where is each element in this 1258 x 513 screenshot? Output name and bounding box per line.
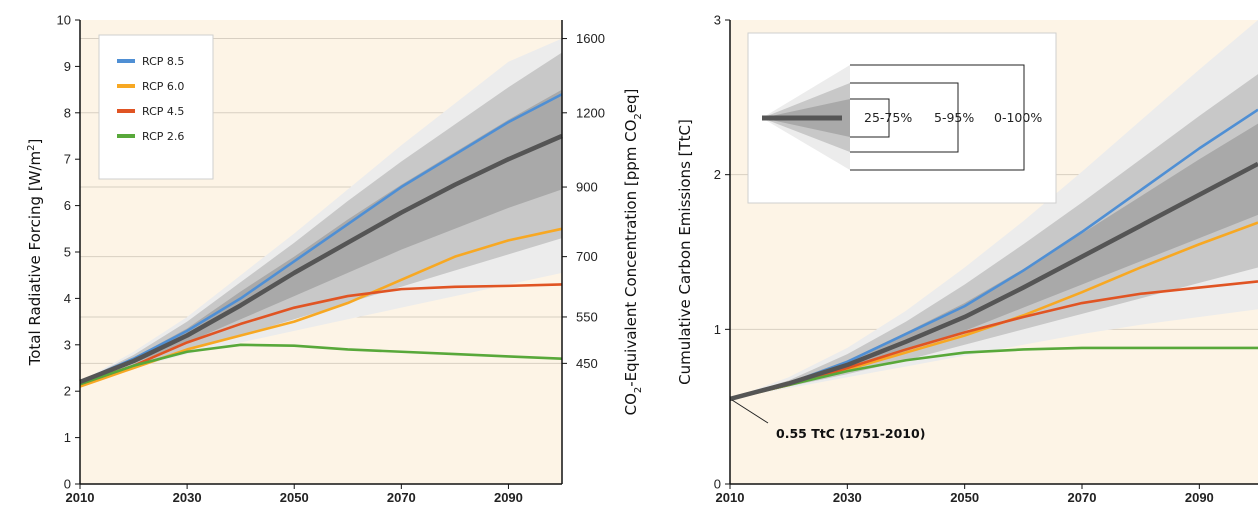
y2-tick-label: 550 <box>576 309 598 324</box>
inset-bracket-5-95 <box>850 82 959 153</box>
inset-bracket-25-75 <box>850 98 890 138</box>
legend-label-rcp60: RCP 6.0 <box>142 80 184 93</box>
x-tick-label: 2030 <box>833 490 862 505</box>
y2-tick-label: 1200 <box>576 105 605 120</box>
y-tick-label: 0 <box>714 477 721 492</box>
emissions-chart-uncertainty-bands <box>730 20 1258 399</box>
y2-tick-label: 900 <box>576 180 598 195</box>
forcing-chart-series <box>79 93 563 388</box>
emissions-y-axis-label: Cumulative Carbon Emissions [TtC] <box>676 119 694 385</box>
x-tick-label: 2030 <box>173 490 202 505</box>
concentration-y-axis-label: CO2-Equivalent Concentration [ppm CO2eq] <box>622 89 644 416</box>
series-line-rcp45 <box>79 283 563 386</box>
y-tick-label: 3 <box>64 337 71 352</box>
y2-tick-label: 700 <box>576 249 598 264</box>
y-tick-label: 9 <box>64 59 71 74</box>
percentile-inset-legend: 25-75% 5-95% 0-100% <box>747 32 1057 204</box>
band-5-95 <box>80 52 562 382</box>
inset-bracket-0-100 <box>850 64 1025 171</box>
y-tick-label: 1 <box>714 322 721 337</box>
series-line-rcp26 <box>79 343 563 386</box>
x-tick-label: 2090 <box>1185 490 1214 505</box>
annotation-leader-line <box>731 399 769 424</box>
median-line <box>79 133 563 385</box>
y-tick-label: 4 <box>64 291 71 306</box>
x-tick-label: 2050 <box>280 490 309 505</box>
x-tick-label: 2070 <box>1068 490 1097 505</box>
inset-label-25-75: 25-75% <box>864 110 912 125</box>
median-line <box>729 161 1258 402</box>
y-tick-label: 5 <box>64 245 71 260</box>
x-tick-label: 2050 <box>950 490 979 505</box>
x-tick-label: 2010 <box>66 490 95 505</box>
x-tick-label: 2010 <box>716 490 745 505</box>
legend-label-rcp45: RCP 4.5 <box>142 105 184 118</box>
band-0-100 <box>80 38 562 382</box>
y-tick-label: 1 <box>64 430 71 445</box>
x-tick-label: 2090 <box>494 490 523 505</box>
y-tick-label: 8 <box>64 105 71 120</box>
band-0-100 <box>730 20 1258 399</box>
emissions-chart: 0 1 2 3 2010 2030 2050 2070 2090 Cumulative Carb… <box>676 13 1258 505</box>
forcing-chart-axes: 0 1 2 3 4 5 6 7 8 9 10 2010 2030 2050 2070 2090 450 550 70… <box>57 13 605 506</box>
inset-label-0-100: 0-100% <box>994 110 1042 125</box>
series-line-rcp26 <box>729 346 1258 401</box>
y2-tick-label: 1600 <box>576 31 605 46</box>
y-tick-label: 7 <box>64 152 71 167</box>
y-tick-label: 0 <box>64 477 71 492</box>
x-tick-label: 2070 <box>387 490 416 505</box>
forcing-y-axis-label: Total Radiative Forcing [W/m2] <box>26 139 44 367</box>
annotation-text: 0.55 TtC (1751-2010) <box>776 426 925 441</box>
emissions-chart-series <box>729 108 1258 402</box>
y-tick-label: 6 <box>64 198 71 213</box>
emissions-annotation: 0.55 TtC (1751-2010) <box>731 399 925 441</box>
y-tick-label: 3 <box>714 13 721 28</box>
legend-label-rcp26: RCP 2.6 <box>142 130 184 143</box>
forcing-chart: 0 1 2 3 4 5 6 7 8 9 10 2010 2030 2050 2070 2090 450 550 70… <box>26 13 644 506</box>
emissions-chart-axes: 0 1 2 3 2010 2030 2050 2070 2090 <box>714 13 1258 505</box>
series-line-rcp85 <box>79 93 563 384</box>
inset-label-5-95: 5-95% <box>934 110 974 125</box>
forcing-chart-legend: RCP 8.5 RCP 6.0 RCP 4.5 RCP 2.6 <box>98 34 214 180</box>
y-tick-label: 2 <box>714 167 721 182</box>
legend-label-rcp85: RCP 8.5 <box>142 55 184 68</box>
y2-tick-label: 450 <box>576 356 598 371</box>
y-tick-label: 10 <box>57 13 71 28</box>
y-tick-label: 2 <box>64 384 71 399</box>
